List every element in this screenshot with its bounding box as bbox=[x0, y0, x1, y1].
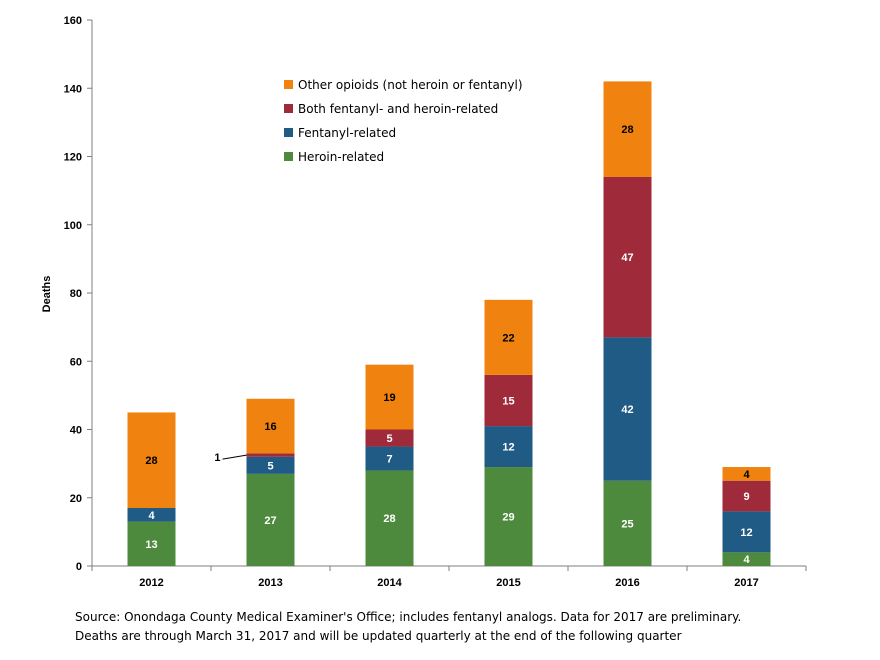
y-tick-label: 0 bbox=[76, 561, 82, 573]
bar-segment-other-opioids-not-heroin-or-fentanyl bbox=[603, 81, 652, 177]
legend-swatch bbox=[284, 152, 293, 161]
y-tick-label: 40 bbox=[70, 425, 82, 437]
bar-segment-heroin-related bbox=[127, 521, 176, 566]
x-tick-label: 2013 bbox=[258, 577, 282, 589]
bar-segment-both-fentanyl-and-heroin-related bbox=[246, 453, 295, 457]
legend-label: Both fentanyl- and heroin-related bbox=[298, 102, 498, 116]
bar-segment-fentanyl-related bbox=[603, 337, 652, 481]
bar-segment-heroin-related bbox=[722, 552, 771, 566]
source-note-line-1: Source: Onondaga County Medical Examiner… bbox=[75, 610, 742, 624]
bar-segment-fentanyl-related bbox=[365, 446, 414, 471]
legend: Other opioids (not heroin or fentanyl) Bo… bbox=[284, 78, 523, 164]
bars: 13 4 28 27 5 1 16 28 7 5 19 29 12 15 22 25 42 47 28 4 12 9 4 bbox=[127, 81, 771, 566]
y-tick-label: 100 bbox=[64, 220, 82, 232]
bar-segment-fentanyl-related bbox=[722, 511, 771, 553]
y-tick-label: 20 bbox=[70, 493, 82, 505]
data-label: 25 bbox=[621, 518, 633, 530]
y-axis-label: Deaths bbox=[41, 276, 53, 313]
legend-swatch bbox=[284, 128, 293, 137]
bar-segment-other-opioids-not-heroin-or-fentanyl bbox=[484, 299, 533, 375]
y-axis: 0 20 40 60 80 100 120 140 160 bbox=[64, 15, 93, 573]
source-note-line-2: Deaths are through March 31, 2017 and wi… bbox=[75, 629, 682, 643]
data-label: 42 bbox=[621, 404, 633, 416]
data-label: 19 bbox=[383, 392, 395, 404]
data-label: 27 bbox=[264, 515, 276, 527]
x-tick-label: 2012 bbox=[139, 577, 163, 589]
legend-swatch bbox=[284, 104, 293, 113]
bar-segment-heroin-related bbox=[603, 480, 652, 566]
bar-segment-both-fentanyl-and-heroin-related bbox=[722, 480, 771, 512]
data-label: 22 bbox=[502, 332, 514, 344]
bar-segment-heroin-related bbox=[484, 467, 533, 566]
data-label: 28 bbox=[145, 455, 157, 467]
data-label: 4 bbox=[743, 554, 750, 566]
bar-segment-other-opioids-not-heroin-or-fentanyl bbox=[722, 467, 771, 481]
y-tick-label: 160 bbox=[64, 15, 82, 27]
bar-segment-both-fentanyl-and-heroin-related bbox=[603, 176, 652, 338]
data-label: 12 bbox=[740, 527, 752, 539]
bar-segment-other-opioids-not-heroin-or-fentanyl bbox=[365, 364, 414, 430]
data-label: 1 bbox=[214, 452, 220, 464]
data-label: 5 bbox=[386, 433, 392, 445]
x-axis: 2012 2013 2014 2015 2016 2017 bbox=[91, 565, 807, 589]
bar-segment-other-opioids-not-heroin-or-fentanyl bbox=[246, 398, 295, 454]
data-label: 16 bbox=[264, 421, 276, 433]
data-label: 4 bbox=[743, 469, 750, 481]
bar-segment-fentanyl-related bbox=[246, 456, 295, 474]
data-label: 47 bbox=[621, 252, 633, 264]
data-label: 28 bbox=[621, 124, 633, 136]
x-tick-label: 2017 bbox=[734, 577, 758, 589]
data-label: 7 bbox=[386, 454, 392, 466]
legend-label: Heroin-related bbox=[298, 150, 384, 164]
data-label: 29 bbox=[502, 512, 514, 524]
bar-segment-heroin-related bbox=[246, 473, 295, 566]
bar-segment-heroin-related bbox=[365, 470, 414, 566]
bar-segment-fentanyl-related bbox=[484, 426, 533, 468]
source-note: Source: Onondaga County Medical Examiner… bbox=[75, 608, 865, 646]
data-label: 12 bbox=[502, 442, 514, 454]
data-label: 28 bbox=[383, 513, 395, 525]
bar-segment-both-fentanyl-and-heroin-related bbox=[484, 374, 533, 427]
callout-line bbox=[222, 454, 247, 460]
data-label: 9 bbox=[743, 491, 749, 503]
data-label: 4 bbox=[148, 510, 155, 522]
x-tick-label: 2015 bbox=[496, 577, 520, 589]
y-tick-label: 120 bbox=[64, 152, 82, 164]
x-tick-label: 2016 bbox=[615, 577, 639, 589]
bar-segment-both-fentanyl-and-heroin-related bbox=[365, 429, 414, 447]
legend-label: Fentanyl-related bbox=[298, 126, 396, 140]
y-tick-label: 140 bbox=[64, 83, 82, 95]
data-label: 13 bbox=[145, 539, 157, 551]
y-tick-label: 80 bbox=[70, 288, 82, 300]
bar-segment-fentanyl-related bbox=[127, 507, 176, 522]
x-tick-label: 2014 bbox=[377, 577, 402, 589]
legend-swatch bbox=[284, 80, 293, 89]
y-tick-label: 60 bbox=[70, 356, 82, 368]
legend-label: Other opioids (not heroin or fentanyl) bbox=[298, 78, 523, 92]
bar-segment-other-opioids-not-heroin-or-fentanyl bbox=[127, 412, 176, 508]
data-label: 15 bbox=[502, 395, 514, 407]
data-label: 5 bbox=[267, 460, 273, 472]
